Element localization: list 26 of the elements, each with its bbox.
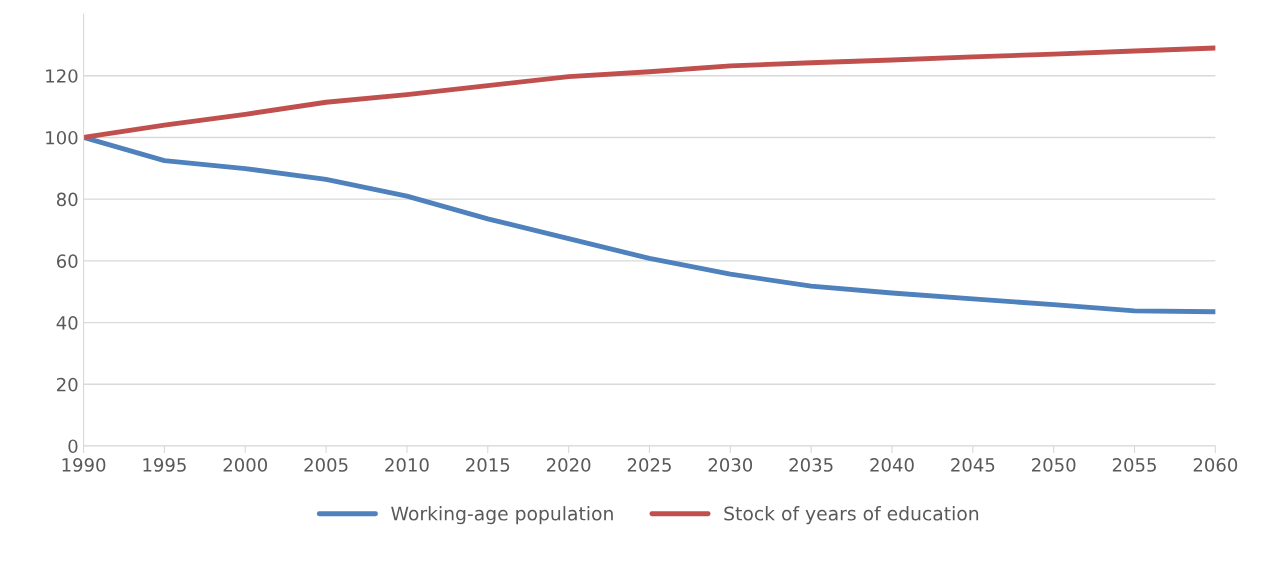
x-tick-label: 2000	[223, 458, 268, 472]
x-tick-label: 2060	[1193, 458, 1238, 472]
y-tick-label: 0	[68, 439, 78, 454]
y-tick-label: 120	[46, 69, 78, 83]
x-tick-label: 2005	[304, 458, 348, 472]
y-tick-label: 20	[57, 377, 78, 392]
x-tick-label: 1995	[143, 458, 186, 472]
x-tick-label: 2020	[546, 458, 591, 472]
y-tick-label: 60	[56, 254, 78, 268]
legend-label: Stock of years of education	[724, 506, 979, 525]
y-tick-label: 40	[56, 316, 78, 330]
line-series	[83, 45, 1216, 140]
x-tick-label: 2055	[1112, 458, 1156, 472]
x-tick-label: 2040	[870, 458, 914, 472]
x-tick-label: 1990	[62, 458, 106, 472]
x-tick-label: 2025	[627, 458, 671, 472]
y-tick-label: 80	[56, 192, 78, 207]
x-tick-label: 2045	[951, 458, 995, 472]
x-tick-label: 2030	[708, 458, 753, 472]
y-tick-label: 100	[46, 130, 78, 145]
x-tick-label: 2035	[789, 458, 833, 472]
x-tick-label: 2010	[385, 458, 429, 472]
x-tick-label: 2015	[466, 458, 510, 472]
legend-label: Working-age population	[391, 506, 613, 525]
line-series	[83, 135, 1216, 315]
x-tick-label: 2050	[1032, 458, 1076, 472]
